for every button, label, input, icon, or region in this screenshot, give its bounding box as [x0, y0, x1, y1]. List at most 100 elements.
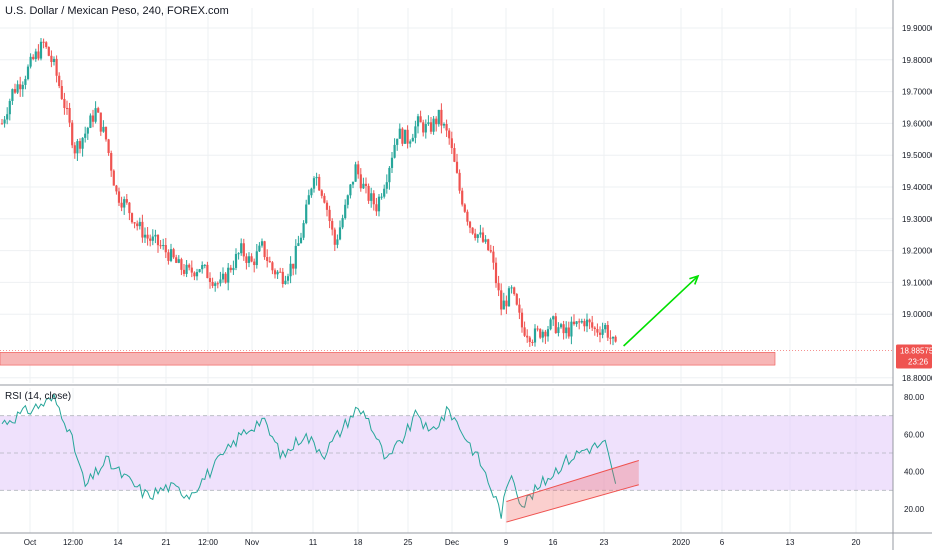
candle-body — [315, 176, 318, 179]
candle-body — [318, 176, 321, 191]
candle-body — [562, 324, 565, 334]
candle-body — [588, 319, 591, 323]
candle-body — [331, 221, 334, 230]
candle-body — [32, 56, 35, 60]
candle-body — [159, 245, 162, 247]
candle-body — [133, 222, 136, 224]
candle-body — [37, 51, 40, 59]
candle-body — [567, 327, 570, 337]
candle-body — [224, 273, 227, 283]
candle-body — [414, 126, 417, 138]
candle-body — [487, 239, 490, 251]
candle-body — [388, 167, 391, 183]
overlays — [623, 274, 700, 347]
candle-body — [565, 327, 568, 334]
candle-body — [344, 204, 347, 219]
candle-body — [292, 263, 295, 269]
candle-body — [130, 213, 134, 223]
candle-body — [580, 321, 583, 323]
candle-body — [494, 262, 498, 284]
candle-body — [401, 128, 404, 144]
candle-body — [611, 336, 615, 339]
candle-body — [247, 256, 251, 263]
candle-body — [601, 329, 604, 335]
rsi-tick-label: 40.00 — [904, 468, 925, 477]
candle-body — [370, 193, 373, 201]
candle-body — [11, 89, 14, 101]
candle-body — [240, 243, 243, 254]
candle-body — [367, 185, 370, 201]
candle-body — [78, 141, 82, 149]
candle-body — [513, 287, 516, 295]
rsi-tick-label: 80.00 — [904, 393, 925, 402]
zones — [0, 350, 893, 366]
candle-body — [143, 234, 147, 238]
candle-body — [0, 123, 4, 125]
candle-body — [120, 202, 123, 208]
projection-arrow-head — [689, 274, 700, 285]
candle-body — [45, 42, 48, 48]
candle-body — [73, 145, 76, 154]
candle-body — [536, 328, 539, 330]
candle-body — [81, 137, 84, 149]
rsi-tick-label: 60.00 — [904, 430, 925, 439]
candle-body — [578, 321, 581, 323]
candle-body — [34, 51, 37, 60]
candle-body — [406, 129, 409, 144]
candle-body — [39, 41, 43, 59]
candle-body — [546, 329, 550, 337]
candle-body — [146, 234, 149, 239]
projection-arrow-line — [623, 275, 699, 347]
candle-body — [201, 265, 204, 270]
price-tick-label: 19.80000 — [902, 56, 932, 65]
candle-body — [21, 84, 24, 90]
candle-body — [60, 86, 63, 99]
candle-body — [123, 199, 126, 208]
price-tick-label: 19.90000 — [902, 24, 932, 33]
candle-body — [325, 202, 329, 210]
candle-body — [437, 109, 440, 125]
candle-body — [237, 253, 240, 255]
candle-body — [177, 259, 180, 263]
candle-body — [255, 251, 258, 266]
candle-body — [86, 127, 89, 134]
rsi — [0, 393, 893, 523]
candle-body — [531, 341, 534, 343]
candle-body — [141, 221, 144, 238]
candle-body — [180, 259, 183, 270]
candle-body — [297, 243, 300, 246]
price-tick-label: 19.10000 — [902, 278, 932, 287]
candle-body — [3, 119, 6, 124]
time-tick-label: 11 — [309, 538, 318, 547]
candle-body — [539, 329, 542, 338]
price-tick-label: 19.50000 — [902, 151, 932, 160]
price-tick-label: 19.30000 — [902, 215, 932, 224]
candle-body — [614, 336, 617, 342]
candle-body — [188, 264, 191, 268]
candle-body — [273, 270, 277, 275]
candle-body — [107, 139, 110, 154]
candle-body — [172, 249, 175, 258]
candle-body — [289, 263, 292, 277]
candle-body — [310, 188, 313, 196]
candle-body — [253, 261, 256, 266]
candle-body — [346, 195, 349, 205]
candle-body — [458, 172, 461, 191]
candle-body — [528, 337, 531, 342]
candle-body — [604, 324, 607, 330]
candle-body — [102, 126, 105, 132]
candle-body — [26, 66, 30, 80]
candle-body — [302, 223, 305, 238]
candle-body — [479, 232, 482, 235]
candle-body — [422, 122, 425, 133]
candle-body — [484, 239, 487, 242]
candle-body — [58, 75, 61, 87]
candle-body — [427, 122, 430, 125]
candle-body — [8, 100, 11, 115]
rsi-wedge-lower — [506, 484, 639, 523]
candle-body — [104, 126, 108, 140]
candle-body — [279, 271, 282, 273]
candle-body — [156, 234, 160, 246]
candle-body — [263, 241, 266, 258]
